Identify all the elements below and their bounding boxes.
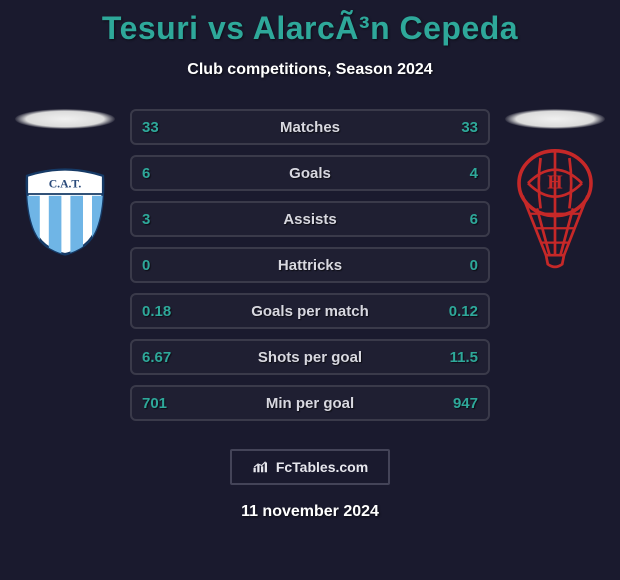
stat-label: Min per goal bbox=[266, 395, 354, 412]
crest-right: H bbox=[510, 167, 600, 257]
stat-label: Hattricks bbox=[278, 257, 342, 274]
stat-left-value: 701 bbox=[142, 395, 167, 412]
stat-right-value: 6 bbox=[470, 211, 478, 228]
stat-label: Assists bbox=[283, 211, 336, 228]
crest-shadow-left bbox=[15, 109, 115, 129]
stat-right-value: 11.5 bbox=[450, 349, 478, 366]
stat-row-min-per-goal: 701 Min per goal 947 bbox=[130, 385, 490, 421]
stat-label: Goals bbox=[289, 165, 331, 182]
stat-left-value: 33 bbox=[142, 119, 159, 136]
chart-icon bbox=[252, 460, 270, 474]
stat-row-goals-per-match: 0.18 Goals per match 0.12 bbox=[130, 293, 490, 329]
right-crest-column: H bbox=[500, 109, 610, 257]
stat-label: Goals per match bbox=[251, 303, 369, 320]
stat-row-matches: 33 Matches 33 bbox=[130, 109, 490, 145]
footer-brand-badge: FcTables.com bbox=[230, 449, 390, 485]
stat-right-value: 4 bbox=[470, 165, 478, 182]
left-crest-column: C.A.T. bbox=[10, 109, 120, 257]
stat-left-value: 0.18 bbox=[142, 303, 171, 320]
stat-row-hattricks: 0 Hattricks 0 bbox=[130, 247, 490, 283]
stat-left-value: 6 bbox=[142, 165, 150, 182]
subtitle: Club competitions, Season 2024 bbox=[0, 61, 620, 79]
crest-left: C.A.T. bbox=[20, 167, 110, 257]
stat-right-value: 947 bbox=[453, 395, 478, 412]
stat-row-assists: 3 Assists 6 bbox=[130, 201, 490, 237]
stat-row-goals: 6 Goals 4 bbox=[130, 155, 490, 191]
atletico-tucuman-icon: C.A.T. bbox=[20, 167, 110, 257]
stat-left-value: 3 bbox=[142, 211, 150, 228]
footer-brand-text: FcTables.com bbox=[276, 459, 368, 475]
stat-right-value: 0 bbox=[470, 257, 478, 274]
stat-right-value: 33 bbox=[461, 119, 478, 136]
stat-right-value: 0.12 bbox=[449, 303, 478, 320]
stat-row-shots-per-goal: 6.67 Shots per goal 11.5 bbox=[130, 339, 490, 375]
date-text: 11 november 2024 bbox=[0, 503, 620, 521]
stat-left-value: 6.67 bbox=[142, 349, 171, 366]
stats-column: 33 Matches 33 6 Goals 4 3 Assists 6 0 Ha… bbox=[130, 109, 490, 431]
crest-left-monogram: C.A.T. bbox=[49, 178, 82, 191]
svg-text:H: H bbox=[547, 172, 563, 194]
crest-shadow-right bbox=[505, 109, 605, 129]
stat-left-value: 0 bbox=[142, 257, 150, 274]
stat-label: Shots per goal bbox=[258, 349, 362, 366]
stat-label: Matches bbox=[280, 119, 340, 136]
huracan-icon: H bbox=[510, 149, 600, 275]
comparison-content: C.A.T. 33 Matches 33 6 Goals 4 3 Assists… bbox=[0, 109, 620, 431]
page-title: Tesuri vs AlarcÃ³n Cepeda bbox=[0, 0, 620, 47]
